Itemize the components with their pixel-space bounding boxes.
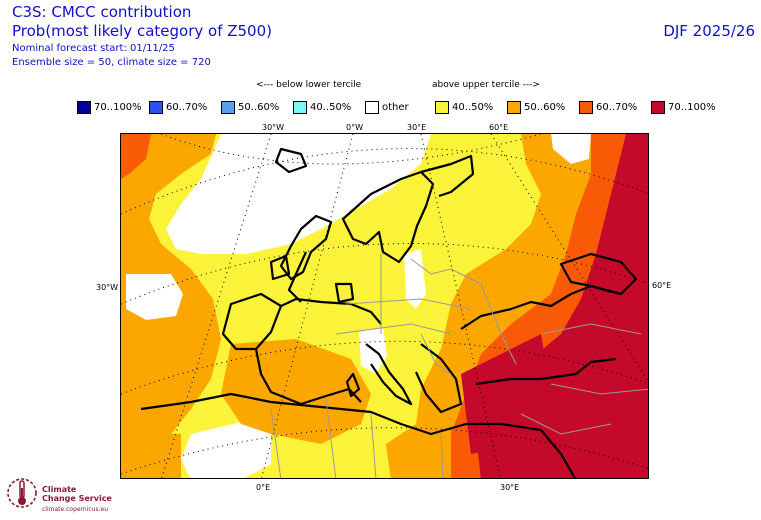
- map-region-nw-60-70: [121, 134, 151, 179]
- legend-item-above-50-60: 50..60%: [507, 99, 565, 115]
- legend-item-label: 40..50%: [452, 101, 494, 113]
- forecast-start-text: Nominal forecast start: 01/11/25: [12, 43, 175, 54]
- legend-item-below-70-100: 70..100%: [77, 99, 142, 115]
- map-region-central-other: [404, 249, 426, 309]
- ensemble-size-text: Ensemble size = 50, climate size = 720: [12, 57, 211, 68]
- title-line-1: C3S: CMCC contribution: [12, 3, 192, 21]
- lon-label-top-60e: 60°E: [489, 123, 509, 132]
- map-borders: [270, 254, 648, 478]
- legend-swatch: [435, 100, 449, 114]
- legend-swatch: [579, 100, 593, 114]
- legend-item-other: other: [365, 99, 409, 115]
- title-line-2: Prob(most likely category of Z500): [12, 22, 272, 40]
- lon-label-bottom-0e: 0°E: [256, 483, 271, 492]
- legend-item-label: 60..70%: [596, 101, 638, 113]
- lon-label-left-30w: 30°W: [96, 283, 119, 292]
- lon-label-bottom-30e: 30°E: [500, 483, 520, 492]
- legend-swatch: [507, 100, 521, 114]
- probability-map: [120, 133, 649, 479]
- legend-item-below-50-60: 50..60%: [221, 99, 279, 115]
- legend-item-above-60-70: 60..70%: [579, 99, 637, 115]
- legend-below-label: <--- below lower tercile: [256, 80, 362, 90]
- legend-item-label: 40..50%: [310, 101, 352, 113]
- map-canvas: [121, 134, 648, 478]
- legend-item-label: 50..60%: [238, 101, 280, 113]
- legend-above-label: above upper tercile --->: [432, 80, 540, 90]
- logo-name-line-2: Change Service: [42, 494, 112, 503]
- climate-thermometer-icon: [7, 478, 37, 508]
- legend: 70..100% 60..70% 50..60% 40..50% other 4…: [77, 99, 737, 115]
- legend-item-label: 70..100%: [668, 101, 716, 113]
- legend-item-label: other: [382, 101, 409, 113]
- logo-url: climate.copernicus.eu: [42, 506, 109, 513]
- legend-item-label: 60..70%: [166, 101, 208, 113]
- lon-label-top-30w: 30°W: [262, 123, 285, 132]
- logo-name: Climate Change Service: [42, 485, 112, 503]
- map-region-arctic-other: [551, 134, 591, 164]
- legend-item-above-70-100: 70..100%: [651, 99, 716, 115]
- legend-swatch: [365, 100, 379, 114]
- legend-item-above-40-50: 40..50%: [435, 99, 493, 115]
- map-region-africa-other: [181, 422, 271, 478]
- legend-item-below-60-70: 60..70%: [149, 99, 207, 115]
- copernicus-logo: Climate Change Service climate.copernicu…: [6, 474, 146, 518]
- map-region-north-other: [166, 134, 431, 254]
- lon-label-top-0w: 0°W: [346, 123, 363, 132]
- legend-swatch: [293, 100, 307, 114]
- map-region-atlantic-other: [126, 274, 183, 320]
- lon-label-right-60e: 60°E: [652, 281, 672, 290]
- map-region-sw-50-60: [121, 434, 181, 478]
- legend-swatch: [651, 100, 665, 114]
- legend-swatch: [149, 100, 163, 114]
- lon-label-top-30e: 30°E: [407, 123, 427, 132]
- legend-swatch: [77, 100, 91, 114]
- logo-name-line-1: Climate: [42, 485, 77, 494]
- legend-swatch: [221, 100, 235, 114]
- legend-item-label: 70..100%: [94, 101, 142, 113]
- map-coastlines: [140, 147, 638, 478]
- map-graticule: [121, 134, 648, 478]
- season-label: DJF 2025/26: [663, 22, 755, 40]
- legend-item-label: 50..60%: [524, 101, 566, 113]
- legend-item-below-40-50: 40..50%: [293, 99, 351, 115]
